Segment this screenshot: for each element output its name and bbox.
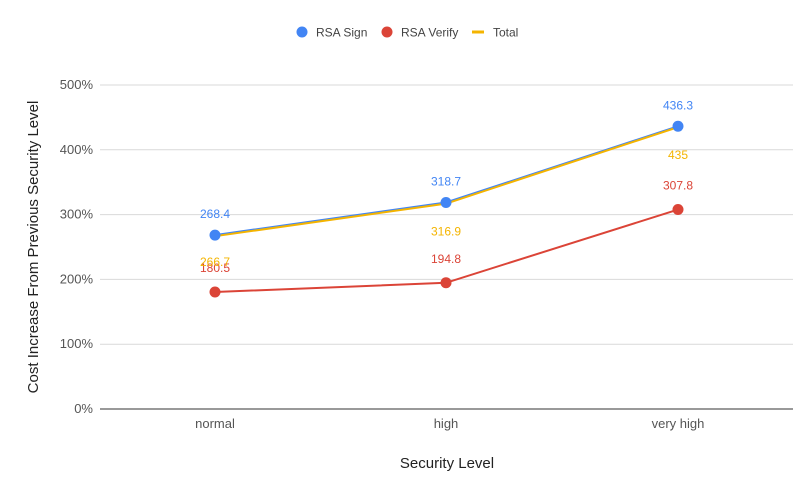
data-point <box>672 204 684 216</box>
legend-marker <box>472 30 484 34</box>
data-point <box>440 196 452 208</box>
data-point <box>209 286 221 298</box>
legend-label: RSA Verify <box>401 26 458 40</box>
data-label: 180.5 <box>200 261 230 275</box>
data-label: 435 <box>668 148 688 162</box>
legend-marker <box>381 26 393 38</box>
y-tick-label: 0% <box>74 401 93 416</box>
data-label: 436.3 <box>663 98 693 112</box>
legend-marker <box>296 26 308 38</box>
x-tick-label: normal <box>195 416 235 431</box>
x-axis-title: Security Level <box>400 455 494 472</box>
series-group <box>209 120 684 298</box>
data-point <box>440 277 452 289</box>
data-label: 318.7 <box>431 174 461 188</box>
x-tick-label: very high <box>652 416 705 431</box>
data-label: 307.8 <box>663 179 693 193</box>
legend-label: Total <box>493 26 518 40</box>
y-tick-label: 300% <box>60 207 94 222</box>
data-labels: 268.4 318.7 436.3 180.5 194.8 307.8 266.7 316.9… <box>200 98 693 275</box>
y-tick-label: 400% <box>60 142 94 157</box>
x-axis-ticks: normal high very high <box>195 416 704 431</box>
data-label: 268.4 <box>200 207 230 221</box>
y-axis-title: Cost Increase From Previous Security Lev… <box>25 101 42 394</box>
data-label: 266.7 <box>200 255 230 269</box>
gridlines <box>100 84 793 410</box>
data-point <box>209 229 221 241</box>
y-tick-label: 500% <box>60 77 94 92</box>
y-axis-ticks: 0% 100% 200% 300% 400% 500% <box>60 77 94 416</box>
legend: RSA Sign RSA Verify Total <box>296 26 518 40</box>
data-label: 194.8 <box>431 252 461 266</box>
legend-label: RSA Sign <box>316 26 367 40</box>
x-tick-label: high <box>434 416 459 431</box>
data-label: 316.9 <box>431 225 461 239</box>
y-tick-label: 100% <box>60 336 94 351</box>
data-point <box>672 120 684 132</box>
y-tick-label: 200% <box>60 271 94 286</box>
